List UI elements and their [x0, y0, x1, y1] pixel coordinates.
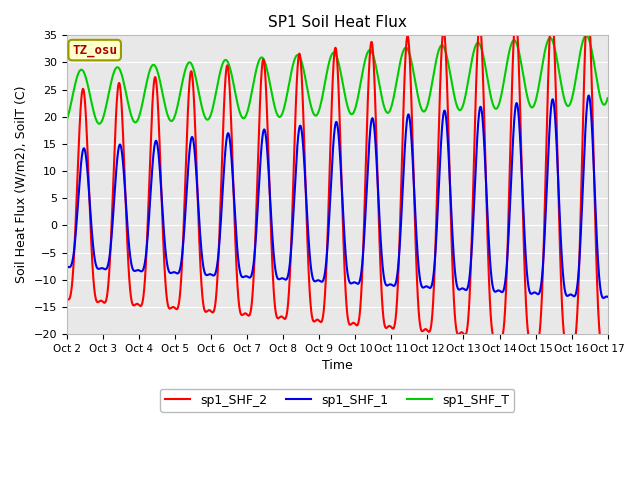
- sp1_SHF_1: [269, 248, 277, 254]
- sp1_SHF_T: [415, 96, 422, 102]
- Y-axis label: Soil Heat Flux (W/m2), SoilT (C): Soil Heat Flux (W/m2), SoilT (C): [15, 86, 28, 284]
- sp1_SHF_T: [95, 121, 103, 127]
- sp1_SHF_T: [604, 95, 612, 101]
- sp1_SHF_T: [63, 117, 70, 123]
- sp1_SHF_2: [415, 306, 422, 312]
- sp1_SHF_2: [63, 296, 70, 301]
- sp1_SHF_1: [415, 264, 422, 269]
- sp1_SHF_T: [508, 40, 515, 46]
- Legend: sp1_SHF_2, sp1_SHF_1, sp1_SHF_T: sp1_SHF_2, sp1_SHF_1, sp1_SHF_T: [161, 389, 514, 411]
- sp1_SHF_T: [269, 99, 277, 105]
- sp1_SHF_1: [161, 243, 169, 249]
- sp1_SHF_2: [161, 273, 169, 279]
- sp1_SHF_2: [604, 344, 612, 349]
- X-axis label: Time: Time: [322, 360, 353, 372]
- Line: sp1_SHF_2: sp1_SHF_2: [67, 7, 608, 348]
- Text: TZ_osu: TZ_osu: [72, 44, 117, 57]
- sp1_SHF_T: [161, 103, 169, 108]
- sp1_SHF_T: [387, 104, 395, 110]
- sp1_SHF_1: [585, 93, 593, 98]
- Line: sp1_SHF_1: sp1_SHF_1: [67, 96, 608, 298]
- sp1_SHF_1: [600, 295, 607, 301]
- sp1_SHF_2: [599, 345, 607, 350]
- sp1_SHF_T: [467, 65, 474, 71]
- sp1_SHF_2: [584, 4, 592, 10]
- sp1_SHF_2: [467, 276, 474, 282]
- sp1_SHF_2: [387, 324, 395, 330]
- sp1_SHF_1: [508, 169, 515, 175]
- sp1_SHF_1: [387, 282, 395, 288]
- sp1_SHF_T: [582, 33, 590, 38]
- Title: SP1 Soil Heat Flux: SP1 Soil Heat Flux: [268, 15, 406, 30]
- sp1_SHF_2: [508, 101, 515, 107]
- Line: sp1_SHF_T: sp1_SHF_T: [67, 36, 608, 124]
- sp1_SHF_2: [269, 284, 277, 289]
- sp1_SHF_1: [604, 294, 612, 300]
- sp1_SHF_1: [467, 265, 474, 271]
- sp1_SHF_1: [63, 264, 70, 269]
